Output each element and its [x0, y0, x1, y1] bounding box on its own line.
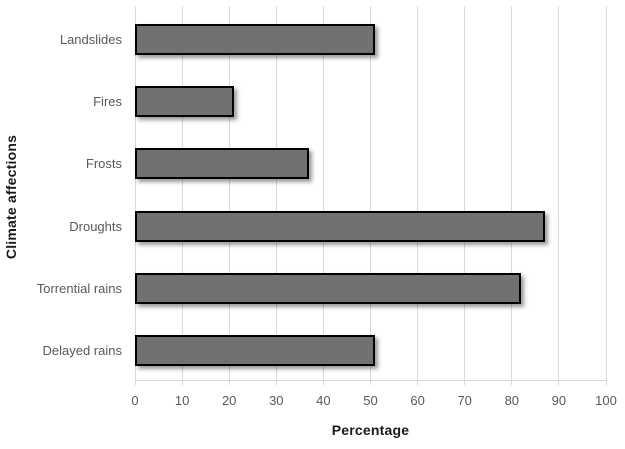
- x-tick-label: 10: [174, 393, 190, 408]
- x-tick-label: 0: [131, 393, 139, 408]
- tick-mark: [181, 380, 183, 385]
- category-axis: Landslides Fires Frosts Droughts Torrential …: [0, 6, 122, 380]
- x-tick-label: 50: [363, 393, 378, 408]
- category-label: Torrential rains: [36, 280, 122, 296]
- x-tick-label: 30: [269, 393, 284, 408]
- tick-mark: [511, 380, 513, 385]
- gridline: [228, 6, 230, 380]
- tick-mark: [275, 380, 277, 385]
- gridline: [558, 6, 560, 380]
- gridline: [605, 6, 607, 380]
- gridline: [275, 6, 277, 380]
- gridline: [417, 6, 419, 380]
- gridline: [464, 6, 466, 380]
- gridline: [511, 6, 513, 380]
- tick-mark: [558, 380, 560, 385]
- x-tick-label: 100: [595, 393, 617, 408]
- x-tick-label: 80: [504, 393, 520, 408]
- gridline: [370, 6, 371, 380]
- category-label: Fires: [93, 93, 122, 109]
- tick-mark: [322, 380, 324, 385]
- tick-mark: [417, 380, 419, 385]
- x-tick-label: 70: [457, 393, 472, 408]
- tick-mark: [605, 380, 607, 385]
- bar-fires: [135, 86, 234, 117]
- plot-area: [134, 6, 607, 385]
- x-tick-label: 60: [410, 393, 425, 408]
- tick-mark: [134, 380, 136, 385]
- x-tick-label: 90: [551, 393, 567, 408]
- category-label: Droughts: [69, 218, 122, 234]
- x-tick-label: 40: [316, 393, 331, 408]
- category-label: Frosts: [85, 156, 122, 172]
- bar-frosts: [135, 148, 310, 180]
- bar-delayed-rains: [135, 335, 376, 367]
- bar-landslides: [135, 23, 376, 55]
- gridline: [134, 6, 136, 380]
- tick-mark: [464, 380, 466, 385]
- bar-torrential-rains: [135, 273, 522, 304]
- category-label: Delayed rains: [42, 343, 123, 359]
- tick-mark: [228, 380, 230, 385]
- gridline: [181, 6, 183, 380]
- x-tick-labels: 0 10 20 30 40 50 60 70 80 90 100: [131, 392, 616, 410]
- gridline: [322, 6, 324, 380]
- x-tick-label: 20: [221, 393, 237, 408]
- bar-droughts: [135, 210, 545, 242]
- category-label: Landslides: [59, 31, 122, 47]
- tick-mark: [370, 380, 371, 385]
- x-axis-title: Percentage: [331, 422, 410, 438]
